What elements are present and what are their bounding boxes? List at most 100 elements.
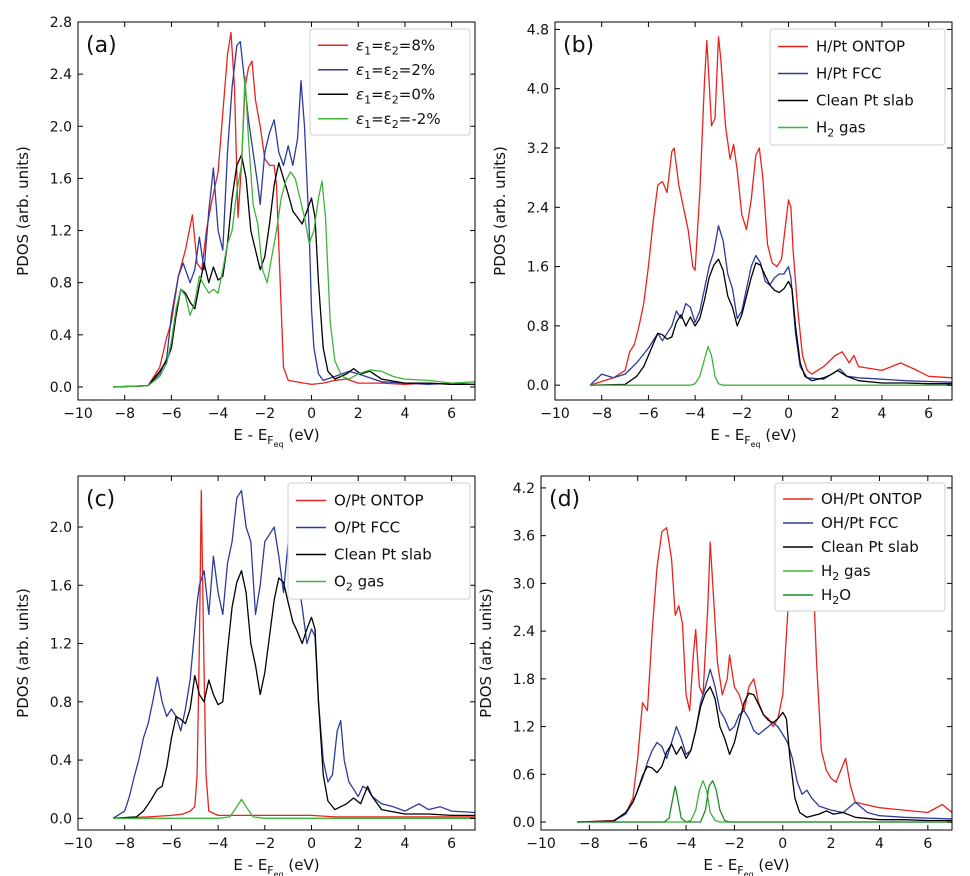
legend-entry: H2 gas [816, 119, 866, 140]
x-axis-label-part: E - E [710, 426, 744, 444]
x-tick-label: −4 [208, 836, 229, 852]
x-tick-label: −10 [63, 836, 93, 852]
series-line [577, 686, 952, 823]
legend-text-part: gas [353, 573, 384, 591]
legend-text-part: O/Pt ONTOP [334, 492, 424, 510]
legend-entry: OH/Pt FCC [821, 514, 898, 532]
legend-text-part: Clean Pt slab [334, 546, 432, 564]
y-tick-label: 1.6 [527, 260, 549, 276]
legend-text-part: =2% [399, 61, 435, 79]
x-tick-label: −6 [161, 836, 182, 852]
x-tick-label: −8 [114, 836, 135, 852]
x-tick-label: 2 [827, 836, 836, 852]
y-tick-label: 3.0 [513, 576, 535, 592]
y-tick-label: 4.2 [513, 481, 535, 497]
y-tick-label: 0.4 [50, 753, 72, 769]
x-tick-label: 0 [307, 836, 316, 852]
series-line [112, 31, 475, 388]
plot-frame [77, 475, 476, 831]
legend-text-part: gas [839, 562, 870, 580]
x-tick-label: 6 [923, 836, 932, 852]
legend-text-part: ε [356, 61, 364, 79]
x-tick-label: −2 [732, 406, 753, 422]
x-axis-label: E - EFeq (eV) [710, 426, 796, 449]
legend-entry: O/Pt FCC [334, 519, 400, 537]
y-tick-label: 0.4 [50, 328, 72, 344]
x-tick-label: 2 [354, 406, 363, 422]
y-tick-label: 0.0 [50, 811, 72, 827]
legend-text-part: =ε [371, 110, 392, 128]
x-axis-label-part: E - E [703, 856, 737, 874]
x-tick-label: 6 [447, 406, 456, 422]
x-tick-label: 6 [447, 836, 456, 852]
panel-b: −10 −8 −6 −4 −2 0 2 4 6 0.0 0.8 1.6 2.4 3.2 4.0 4.8 E - … [491, 21, 953, 449]
curves [589, 36, 952, 386]
panel-c: −10 −8 −6 −4 −2 0 2 4 6 0.0 0.4 0.8 1.2 1.6 2.0 E - EFe… [14, 475, 476, 876]
y-tick-label: 0.0 [527, 378, 549, 394]
legend-text-part: 2 [392, 69, 399, 82]
curves [577, 483, 952, 823]
panel-label: (d) [549, 487, 580, 512]
legend-entry: H2 gas [821, 562, 871, 583]
y-tick-label: 0.8 [50, 276, 72, 292]
y-tick-label: 1.8 [513, 672, 535, 688]
plot-frame [554, 21, 953, 401]
y-tick-label: 4.0 [527, 82, 549, 98]
panel-d: −10 −8 −6 −4 −2 0 2 4 6 0.0 0.6 1.2 1.8 2.4 3.0 3.6 4.2 E… [477, 475, 953, 876]
y-tick-label: 0.6 [513, 767, 535, 783]
legend-text-part: 2 [392, 44, 399, 57]
x-tick-label: −2 [724, 836, 745, 852]
legend-entry: ε1=ε2=2% [356, 61, 435, 82]
y-tick-label: 1.2 [513, 720, 535, 736]
y-tick-label: 0.8 [527, 319, 549, 335]
legend-entry: O/Pt ONTOP [334, 492, 424, 510]
x-tick-label: −10 [526, 836, 556, 852]
plot-frame [77, 21, 476, 401]
x-tick-label: −8 [591, 406, 612, 422]
x-tick-label: −8 [579, 836, 600, 852]
legend: ε1=ε2=8%ε1=ε2=2%ε1=ε2=0%ε1=ε2=-2% [309, 28, 471, 136]
x-tick-label: −4 [676, 836, 697, 852]
panel-label: (b) [563, 33, 594, 58]
x-tick-label: −6 [161, 406, 182, 422]
legend-text-part: ε [356, 85, 364, 103]
legend-text-part: OH/Pt ONTOP [821, 490, 922, 508]
y-tick-label: 0.0 [513, 815, 535, 831]
x-tick-label: 6 [924, 406, 933, 422]
x-tick-label: 0 [778, 836, 787, 852]
x-axis-label-part: eq [274, 870, 284, 876]
x-axis-label-part: (eV) [284, 856, 320, 874]
legend-entry: O2 gas [334, 573, 384, 594]
series-line [112, 40, 475, 388]
y-tick-label: 2.0 [50, 119, 72, 135]
x-axis-label-part: eq [744, 870, 754, 876]
x-tick-label: 4 [875, 836, 884, 852]
legend-entry: H/Pt ONTOP [816, 38, 905, 56]
legend-entry: ε1=ε2=8% [356, 36, 435, 57]
y-tick-label: 1.6 [50, 171, 72, 187]
x-axis-label: E - EFeq (eV) [703, 856, 789, 876]
panel-label: (a) [86, 33, 117, 58]
y-tick-label: 0.0 [50, 380, 72, 396]
panel-label: (c) [86, 487, 115, 512]
legend-text-part: 2 [832, 594, 839, 607]
legend-text-part: H/Pt FCC [816, 65, 882, 83]
legend-text-part: =ε [371, 85, 392, 103]
panel-a: −10 −8 −6 −4 −2 0 2 4 6 0.0 0.4 0.8 1.2 1.6 2.0 2.4 2.8 E… [14, 15, 476, 449]
legend-text-part: H [816, 119, 827, 137]
legend-entry: OH/Pt ONTOP [821, 490, 922, 508]
y-tick-label: 1.6 [50, 578, 72, 594]
series-line [577, 780, 952, 823]
legend-box [774, 482, 946, 612]
x-axis-label-part: eq [274, 440, 284, 449]
legend-text-part: =8% [399, 36, 435, 54]
x-axis-label-part: (eV) [754, 856, 790, 874]
legend-text-part: H [821, 562, 832, 580]
legend-text-part: Clean Pt slab [821, 538, 919, 556]
x-axis-label-part: F [744, 434, 750, 447]
legend-text-part: =-2% [399, 110, 441, 128]
legend-text-part: O/Pt FCC [334, 519, 400, 537]
y-axis-label: PDOS (arb. units) [14, 588, 32, 718]
curves [112, 31, 475, 388]
